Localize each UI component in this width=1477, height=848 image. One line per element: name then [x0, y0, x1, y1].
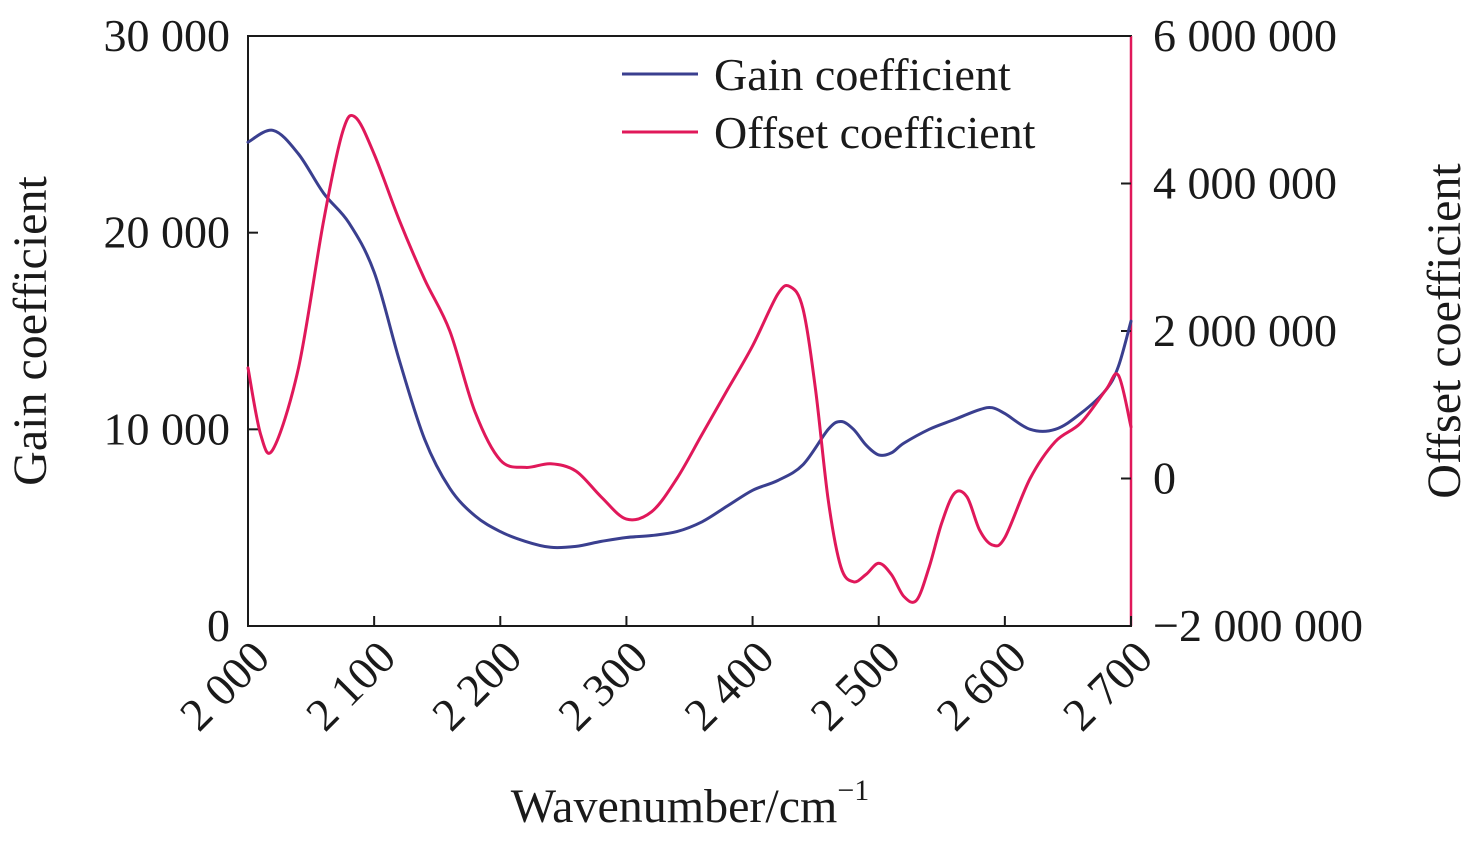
x-tick-label: 2 400 — [674, 631, 783, 740]
x-tick-label: 2 200 — [422, 631, 531, 740]
x-axis-title-main: Wavenumber/cm — [511, 780, 838, 833]
x-axis-title: Wavenumber/cm−1 — [511, 774, 870, 833]
x-axis-title-superscript: −1 — [837, 774, 869, 807]
y-left-tick-label: 0 — [207, 600, 230, 651]
gain-coefficient-line — [246, 128, 1133, 550]
x-axis-ticks: 2 000 2 100 2 200 2 300 2 400 2 500 2 600 2 700 — [170, 616, 1162, 740]
legend-label-gain: Gain coefficient — [714, 49, 1011, 100]
y-right-axis-ticks: −2 000 000 0 2 000 000 4 000 000 6 000 000 — [1121, 10, 1363, 651]
y-right-tick-label: 0 — [1153, 453, 1176, 504]
y-left-tick-label: 20 000 — [104, 207, 231, 258]
y-left-axis-title: Gain coefficient — [4, 176, 57, 486]
y-left-tick-label: 30 000 — [104, 10, 231, 61]
y-right-tick-label: 6 000 000 — [1153, 10, 1337, 61]
y-right-axis-title: Offset coefficient — [1418, 163, 1471, 499]
y-right-tick-label: 2 000 000 — [1153, 305, 1337, 356]
legend: Gain coefficient Offset coefficient — [622, 49, 1036, 158]
x-tick-label: 2 300 — [548, 631, 657, 740]
y-left-axis-ticks: 0 10 000 20 000 30 000 — [104, 10, 258, 651]
y-right-tick-label: 4 000 000 — [1153, 158, 1337, 209]
x-tick-label: 2 100 — [296, 631, 405, 740]
offset-coefficient-line — [246, 113, 1133, 604]
y-right-tick-label: −2 000 000 — [1153, 600, 1363, 651]
x-tick-label: 2 500 — [801, 631, 910, 740]
x-tick-label: 2 600 — [927, 631, 1036, 740]
y-left-tick-label: 10 000 — [104, 403, 231, 454]
x-tick-label: 2 700 — [1053, 631, 1162, 740]
series-layer — [246, 113, 1133, 604]
legend-label-offset: Offset coefficient — [714, 107, 1036, 158]
